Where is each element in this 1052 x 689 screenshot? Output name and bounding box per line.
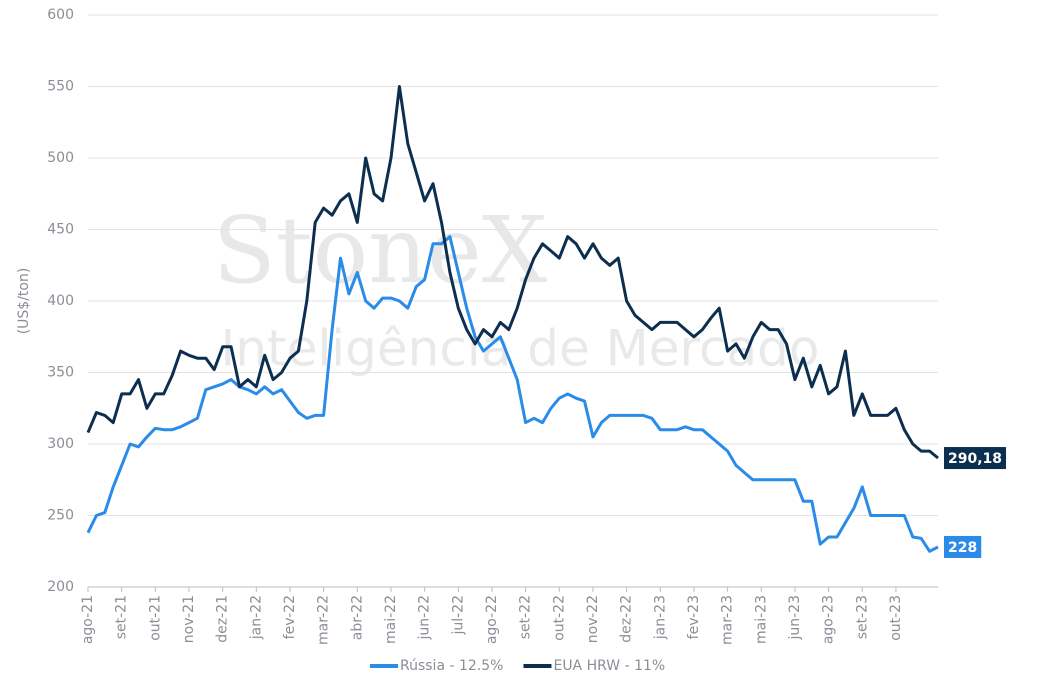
x-tick-label: set-22 <box>518 595 534 639</box>
x-tick-label: dez-21 <box>215 595 231 643</box>
end-label-box <box>944 447 1007 470</box>
y-tick-label: 250 <box>47 508 74 524</box>
x-tick-label: jan-22 <box>248 595 264 640</box>
x-tick-label: nov-21 <box>181 595 197 643</box>
x-tick-label: ago-23 <box>821 595 837 644</box>
x-tick-label: mai-23 <box>753 595 769 644</box>
x-tick-label: set-23 <box>854 595 870 639</box>
watermark-brand: StoneX <box>213 197 548 304</box>
x-tick-label: jan-23 <box>652 595 668 640</box>
series-line <box>86 85 939 460</box>
legend-label: EUA HRW - 11% <box>553 658 665 674</box>
x-tick-label: mai-22 <box>383 595 399 644</box>
y-axis-label: (US$/ton) <box>16 268 32 335</box>
x-tick-label: ago-21 <box>80 595 96 644</box>
y-tick-label: 400 <box>47 293 74 309</box>
x-tick-label: nov-22 <box>585 595 601 643</box>
y-tick-label: 300 <box>47 436 74 452</box>
x-tick-label: mar-23 <box>720 595 736 645</box>
y-tick-label: 450 <box>47 222 74 238</box>
end-label: 290,18 <box>944 447 1007 470</box>
end-label-text: 290,18 <box>948 451 1002 467</box>
legend-label: Rússia - 12.5% <box>400 658 503 674</box>
x-tick-label: mar-22 <box>316 595 332 645</box>
legend: Rússia - 12.5% EUA HRW - 11% <box>370 658 665 674</box>
x-tick-label: ago-22 <box>484 595 500 644</box>
y-tick-label: 500 <box>47 150 74 166</box>
end-label: 228 <box>944 535 982 558</box>
x-tick-label: set-21 <box>114 595 130 639</box>
x-tick-label: out-22 <box>551 595 567 641</box>
watermark-subtitle: Inteligência de Mercado <box>221 320 820 378</box>
x-tick-label: jun-22 <box>417 595 433 641</box>
series-line <box>86 235 939 553</box>
y-tick-label: 200 <box>47 579 74 595</box>
x-tick-label: out-21 <box>147 595 163 641</box>
x-tick-label: dez-22 <box>619 595 635 643</box>
x-tick-label: jun-23 <box>787 595 803 641</box>
x-tick-label: out-23 <box>888 595 904 641</box>
y-tick-label: 350 <box>47 365 74 381</box>
y-tick-label: 600 <box>47 7 74 23</box>
x-tick-label: abr-22 <box>349 595 365 640</box>
x-tick-label: fev-23 <box>686 595 702 639</box>
end-label-text: 228 <box>948 540 977 556</box>
end-label-box <box>944 535 982 558</box>
y-tick-label: 550 <box>47 79 74 95</box>
x-tick-label: fev-22 <box>282 595 298 639</box>
x-tick-label: jul-22 <box>450 595 466 636</box>
